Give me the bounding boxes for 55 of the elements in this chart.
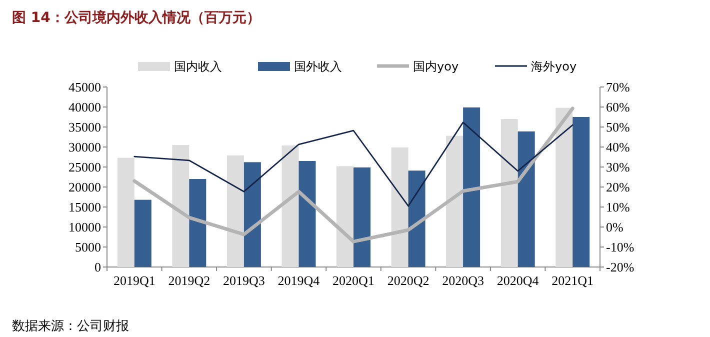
y-tick-label: 40000 — [68, 100, 101, 114]
bar — [572, 117, 590, 267]
legend-label: 国外收入 — [294, 60, 342, 74]
bar — [556, 108, 573, 267]
bar — [391, 147, 408, 267]
bar — [446, 136, 464, 267]
bar — [463, 107, 480, 267]
y2-tick-label: 70% — [606, 80, 630, 94]
x-tick-label: 2020Q1 — [332, 273, 374, 288]
y-tick-label: 10000 — [68, 220, 101, 234]
bar — [298, 161, 316, 267]
x-tick-label: 2020Q2 — [387, 273, 430, 288]
y2-tick-label: 20% — [606, 180, 630, 194]
y-tick-label: 30000 — [68, 140, 101, 154]
x-tick-label: 2019Q3 — [223, 273, 265, 288]
legend-label: 国内收入 — [174, 60, 222, 74]
y-tick-label: 0 — [94, 260, 101, 274]
x-tick-label: 2019Q4 — [278, 273, 320, 288]
y2-tick-label: 60% — [606, 100, 630, 114]
y2-tick-label: 0% — [606, 220, 624, 234]
y-tick-label: 25000 — [68, 160, 101, 174]
x-tick-label: 2020Q3 — [442, 273, 484, 288]
line-series — [132, 106, 574, 244]
y2-tick-label: 50% — [606, 120, 630, 134]
bar — [172, 145, 190, 267]
y2-tick-label: 40% — [606, 140, 630, 154]
y2-tick-label: 30% — [606, 160, 630, 174]
line-series — [134, 122, 574, 207]
y-tick-label: 5000 — [75, 240, 101, 254]
x-tick-label: 2019Q1 — [113, 273, 156, 288]
y2-tick-label: -20% — [606, 260, 634, 274]
y2-tick-label: -10% — [606, 240, 634, 254]
bar — [408, 170, 426, 267]
y-tick-label: 20000 — [68, 180, 101, 194]
bar — [336, 166, 354, 267]
bar — [282, 145, 299, 267]
source-note: 数据来源：公司财报 — [12, 319, 129, 334]
y2-tick-label: 10% — [606, 200, 630, 214]
y-tick-label: 15000 — [68, 200, 101, 214]
x-tick-label: 2021Q1 — [552, 273, 594, 288]
bar — [244, 162, 261, 267]
y-tick-label: 35000 — [68, 120, 101, 134]
bar — [226, 155, 244, 267]
bar — [189, 179, 206, 267]
bar — [500, 119, 518, 267]
legend-label: 海外yoy — [531, 60, 577, 74]
bar — [134, 200, 152, 267]
bar — [354, 167, 370, 267]
x-tick-label: 2020Q4 — [496, 273, 540, 288]
bar — [518, 131, 535, 267]
legend-label: 国内yoy — [413, 60, 459, 74]
y-tick-label: 45000 — [68, 80, 101, 94]
chart-title: 图 14：公司境内外收入情况（百万元） — [12, 9, 260, 26]
x-tick-label: 2019Q2 — [168, 273, 210, 288]
bar — [117, 158, 134, 267]
